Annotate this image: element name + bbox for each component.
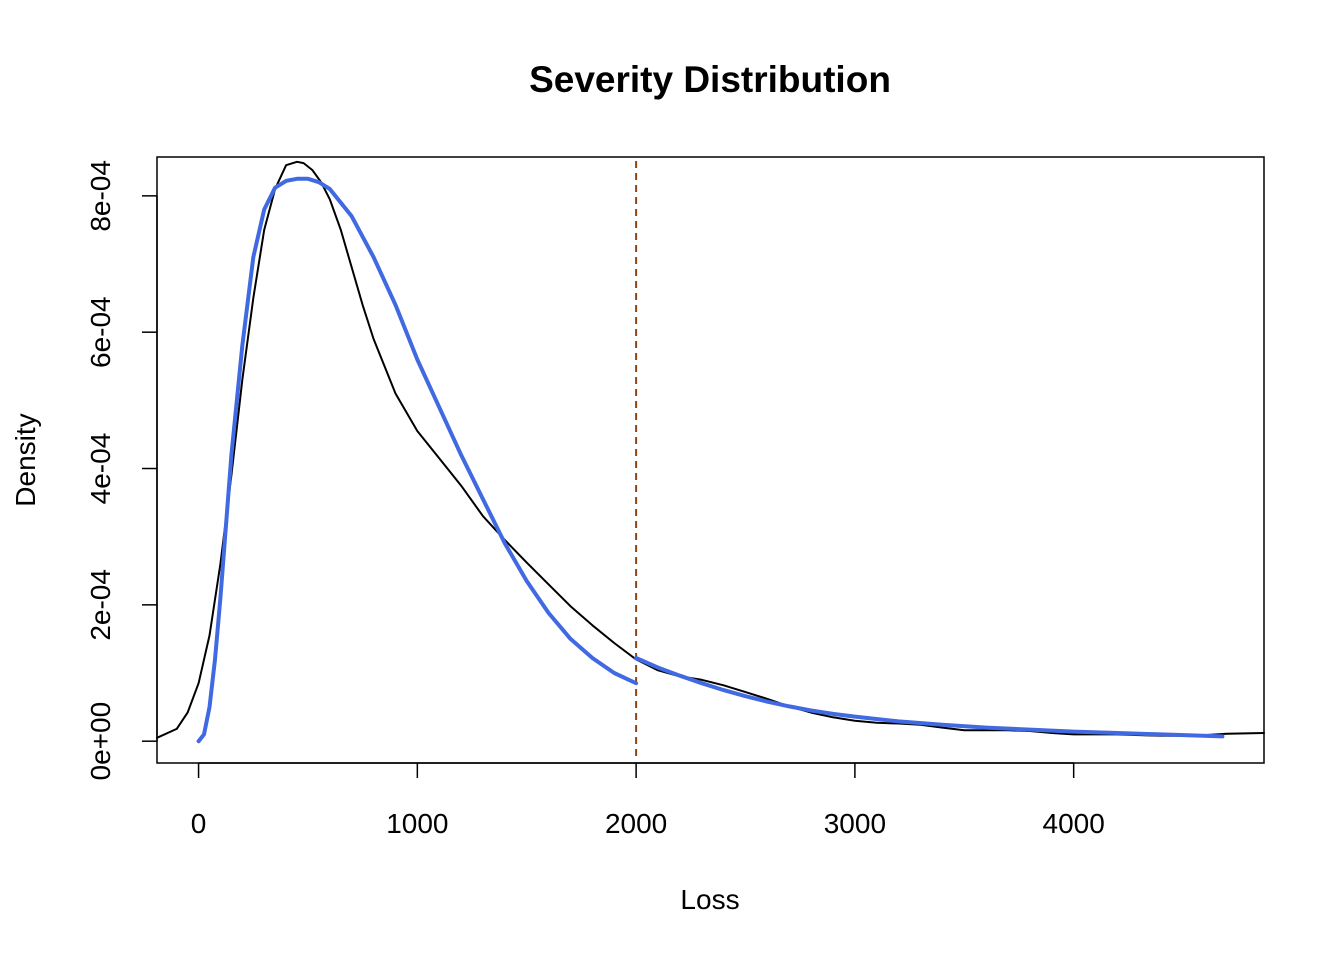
y-tick-label: 2e-04 [85, 569, 116, 641]
chart-title: Severity Distribution [529, 59, 891, 100]
plot-marks [156, 160, 1265, 761]
plot-frame [156, 156, 1265, 764]
fitted-density-line [196, 176, 639, 744]
y-axis-label: Density [10, 413, 41, 506]
fitted-density-line [634, 656, 1225, 739]
y-tick-label: 0e+00 [85, 702, 116, 781]
y-tick-label: 6e-04 [85, 296, 116, 368]
x-tick-label: 4000 [1043, 808, 1105, 839]
x-tick-label: 0 [191, 808, 207, 839]
x-tick-label: 1000 [386, 808, 448, 839]
x-tick-label: 2000 [605, 808, 667, 839]
x-axis-label: Loss [680, 884, 739, 915]
y-tick-label: 4e-04 [85, 433, 116, 505]
empirical-density-line [156, 160, 1265, 739]
y-tick-label: 8e-04 [85, 160, 116, 232]
x-tick-label: 3000 [824, 808, 886, 839]
